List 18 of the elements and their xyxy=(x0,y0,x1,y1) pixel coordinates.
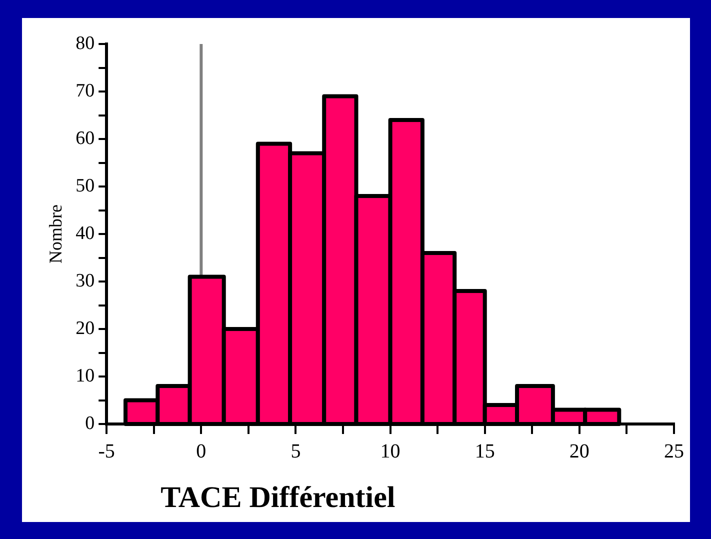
y-tick-label: 70 xyxy=(76,80,95,102)
y-tick-label: 60 xyxy=(76,128,95,149)
x-tick-label: -5 xyxy=(98,440,115,462)
x-axis-title: TACE Différentiel xyxy=(160,480,396,514)
x-tick-label: 0 xyxy=(196,440,206,462)
x-tick-label: 15 xyxy=(474,440,495,462)
y-tick-label: 0 xyxy=(85,412,95,434)
y-axis-title: Nombre xyxy=(46,204,66,264)
x-tick-label: 10 xyxy=(380,440,400,462)
x-tick-label: 5 xyxy=(290,440,301,462)
y-tick-label: 40 xyxy=(76,222,95,244)
y-tick-label: 80 xyxy=(76,32,95,54)
y-tick-label: 10 xyxy=(76,365,95,386)
y-tick-label: 20 xyxy=(76,318,95,339)
y-tick-label: 30 xyxy=(76,270,95,292)
y-tick-label: 50 xyxy=(76,175,95,196)
x-tick-label: 25 xyxy=(664,440,684,462)
x-tick-label: 20 xyxy=(569,440,590,462)
